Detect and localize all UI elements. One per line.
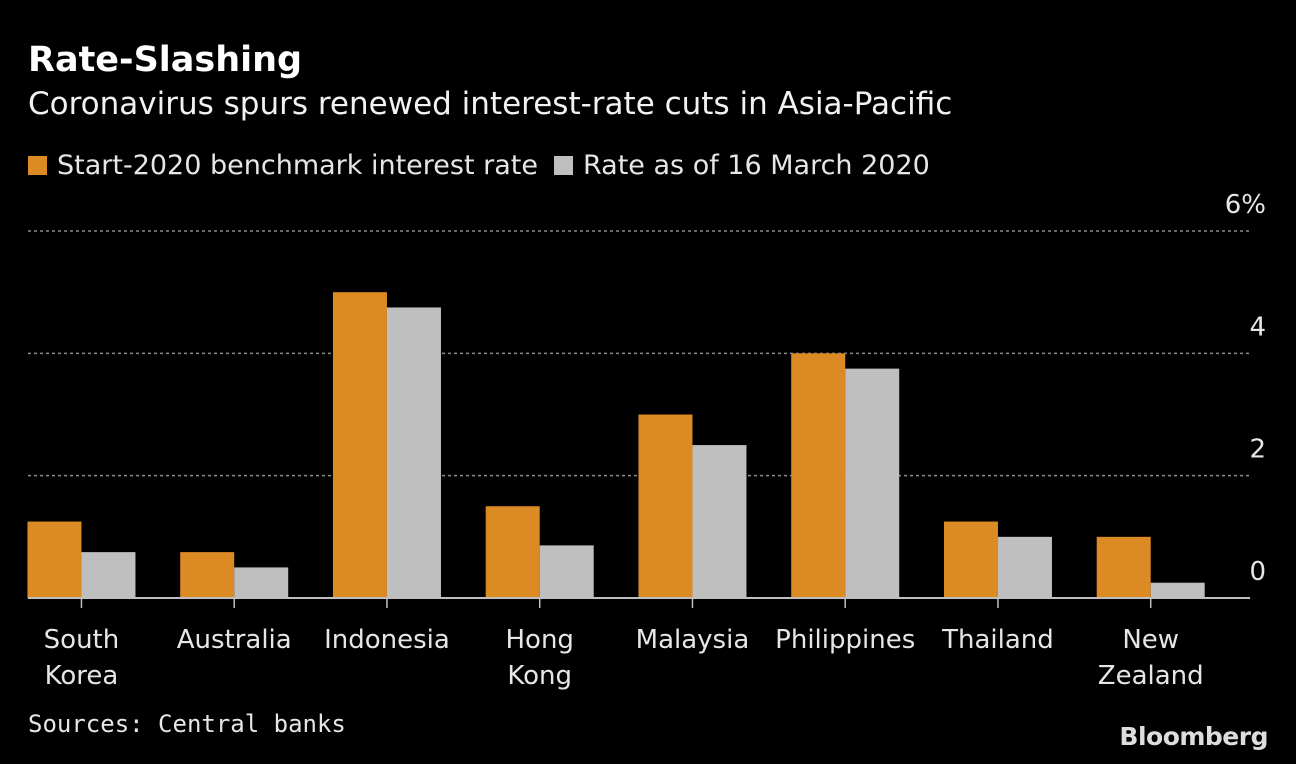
- legend-label: Rate as of 16 March 2020: [583, 150, 930, 181]
- x-tick-label: Korea: [45, 661, 119, 691]
- bar-march-2020: [539, 545, 594, 598]
- bar-march-2020: [845, 368, 900, 598]
- y-tick-label: 2: [1249, 435, 1266, 465]
- x-tick-label: Indonesia: [324, 625, 450, 655]
- bloomberg-logo: Bloomberg: [1119, 722, 1268, 751]
- x-tick-label: Zealand: [1098, 661, 1204, 691]
- legend-item-march-2020: Rate as of 16 March 2020: [554, 150, 930, 181]
- legend-label: Start-2020 benchmark interest rate: [57, 150, 538, 181]
- x-tick-label: New: [1122, 625, 1179, 655]
- bar-march-2020: [692, 445, 747, 598]
- bar-start-2020: [27, 521, 82, 598]
- x-tick-label: South: [44, 625, 120, 655]
- chart-subtitle: Coronavirus spurs renewed interest-rate …: [28, 86, 953, 122]
- y-tick-label: 4: [1249, 312, 1266, 342]
- legend-swatch-orange: [28, 156, 47, 175]
- x-tick-label: Philippines: [775, 625, 915, 655]
- bar-start-2020: [1096, 536, 1151, 598]
- x-tick-label: Malaysia: [636, 625, 750, 655]
- y-tick-label: 0: [1249, 557, 1266, 587]
- bar-start-2020: [943, 521, 998, 598]
- bar-start-2020: [485, 506, 540, 598]
- source-note: Sources: Central banks: [28, 710, 346, 738]
- legend-item-start-2020: Start-2020 benchmark interest rate: [28, 150, 538, 181]
- bar-march-2020: [234, 567, 289, 598]
- chart-title: Rate-Slashing: [28, 40, 303, 80]
- bar-start-2020: [180, 552, 235, 598]
- bar-start-2020: [638, 414, 693, 598]
- bar-march-2020: [997, 536, 1052, 598]
- legend: Start-2020 benchmark interest rate Rate …: [28, 150, 946, 181]
- bar-start-2020: [791, 353, 846, 598]
- legend-swatch-gray: [554, 156, 573, 175]
- bar-start-2020: [332, 292, 387, 598]
- bar-march-2020: [81, 552, 136, 598]
- y-tick-label: 6%: [1225, 190, 1266, 220]
- bar-march-2020: [386, 307, 441, 598]
- x-tick-label: Hong: [505, 625, 573, 655]
- x-tick-label: Australia: [177, 625, 292, 655]
- x-tick-label: Kong: [507, 661, 572, 691]
- x-tick-label: Thailand: [941, 625, 1054, 655]
- bar-march-2020: [1150, 582, 1205, 598]
